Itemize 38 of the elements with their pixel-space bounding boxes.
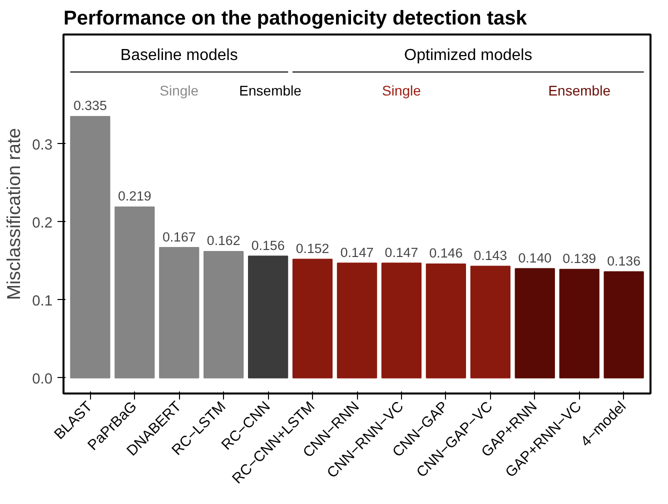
- annotation: Ensemble: [548, 82, 611, 99]
- y-tick-label: 0.1: [32, 293, 52, 310]
- annotation: Optimized models: [404, 47, 532, 64]
- data-label: 0.146: [429, 246, 463, 261]
- data-label: 0.162: [206, 233, 240, 248]
- bar: [381, 262, 422, 378]
- annotation: Single: [382, 82, 422, 99]
- annotation: Baseline models: [120, 47, 238, 64]
- data-label: 0.167: [162, 229, 196, 244]
- bar: [426, 263, 466, 378]
- bar: [70, 116, 110, 378]
- chart-title: Performance on the pathogenicity detection task: [64, 8, 528, 30]
- data-label: 0.139: [562, 251, 596, 266]
- data-label: 0.140: [518, 250, 552, 266]
- bar: [292, 258, 333, 378]
- annotation: Ensemble: [239, 82, 302, 99]
- annotation: Single: [160, 82, 199, 99]
- bar: [336, 262, 378, 378]
- data-label: 0.156: [251, 238, 285, 253]
- bar: [514, 268, 555, 378]
- y-tick-label: 0.2: [32, 215, 52, 232]
- bar: [604, 271, 644, 378]
- y-tick-label: 0.0: [32, 371, 52, 388]
- data-label: 0.143: [474, 248, 508, 264]
- y-axis-title: Misclassification rate: [3, 128, 24, 300]
- data-label: 0.335: [74, 98, 107, 114]
- bar: [559, 268, 600, 378]
- data-label: 0.152: [296, 241, 330, 256]
- bar: [248, 256, 288, 378]
- data-label: 0.147: [384, 244, 418, 260]
- bar: [470, 266, 510, 378]
- data-label: 0.136: [607, 254, 640, 269]
- bar: [204, 250, 244, 378]
- data-label: 0.219: [118, 188, 152, 204]
- bar: [114, 206, 155, 378]
- y-tick-label: 0.3: [32, 137, 52, 154]
- bar: [159, 247, 200, 378]
- data-label: 0.147: [340, 244, 374, 260]
